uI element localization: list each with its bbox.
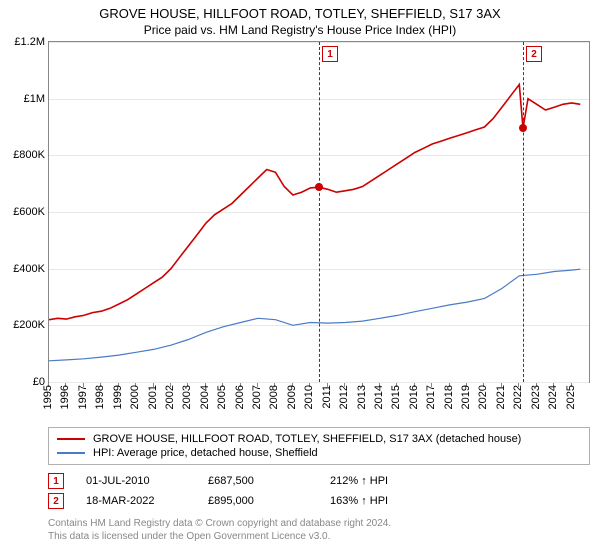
x-axis-label: 2020 — [477, 385, 489, 409]
legend-swatch — [57, 452, 85, 454]
x-axis-label: 2011 — [321, 385, 333, 409]
x-axis-label: 1996 — [59, 385, 71, 409]
x-axis-label: 2018 — [443, 385, 455, 409]
x-axis-label: 1998 — [94, 385, 106, 409]
event-line — [319, 42, 320, 382]
x-axis-label: 2004 — [199, 385, 211, 409]
x-axis-label: 2013 — [356, 385, 368, 409]
event-index-box: 2 — [526, 46, 542, 62]
x-axis-label: 2006 — [234, 385, 246, 409]
x-axis-label: 2005 — [216, 385, 228, 409]
marker-table: 1 01-JUL-2010 £687,500 212% ↑ HPI 2 18-M… — [48, 471, 590, 511]
x-axis-label: 2015 — [390, 385, 402, 409]
x-axis-label: 2016 — [408, 385, 420, 409]
footer: Contains HM Land Registry data © Crown c… — [48, 517, 590, 543]
marker-pct: 163% ↑ HPI — [330, 495, 430, 507]
series-line-hpi — [49, 269, 580, 361]
legend-label: GROVE HOUSE, HILLFOOT ROAD, TOTLEY, SHEF… — [93, 433, 521, 445]
x-axis-label: 2002 — [164, 385, 176, 409]
footer-line1: Contains HM Land Registry data © Crown c… — [48, 517, 590, 530]
marker-index-box: 1 — [48, 473, 64, 489]
x-axis-label: 1997 — [77, 385, 89, 409]
x-axis-label: 2009 — [286, 385, 298, 409]
marker-price: £687,500 — [208, 475, 308, 487]
x-axis-label: 2001 — [147, 385, 159, 409]
marker-date: 18-MAR-2022 — [86, 495, 186, 507]
marker-pct: 212% ↑ HPI — [330, 475, 430, 487]
legend-swatch — [57, 438, 85, 440]
event-index-box: 1 — [322, 46, 338, 62]
x-axis-label: 2007 — [251, 385, 263, 409]
legend-item: GROVE HOUSE, HILLFOOT ROAD, TOTLEY, SHEF… — [57, 432, 581, 446]
x-axis-label: 2010 — [303, 385, 315, 409]
x-axis-label: 2012 — [338, 385, 350, 409]
x-axis-label: 2000 — [129, 385, 141, 409]
marker-index-box: 2 — [48, 493, 64, 509]
marker-date: 01-JUL-2010 — [86, 475, 186, 487]
event-dot — [315, 183, 323, 191]
x-axis-label: 2024 — [547, 385, 559, 409]
marker-price: £895,000 — [208, 495, 308, 507]
event-line — [523, 42, 524, 382]
x-axis-label: 2022 — [512, 385, 524, 409]
x-axis-label: 2019 — [460, 385, 472, 409]
footer-line2: This data is licensed under the Open Gov… — [48, 530, 590, 543]
y-axis-label: £400K — [13, 263, 45, 275]
x-axis-label: 2017 — [425, 385, 437, 409]
series-line-property — [49, 85, 580, 320]
y-axis-label: £600K — [13, 206, 45, 218]
legend-item: HPI: Average price, detached house, Shef… — [57, 446, 581, 460]
y-axis-label: £200K — [13, 319, 45, 331]
x-axis-label: 2003 — [181, 385, 193, 409]
x-axis-label: 2008 — [268, 385, 280, 409]
chart-x-axis: 1995199619971998199920002001200220032004… — [48, 383, 590, 421]
chart-title-line2: Price paid vs. HM Land Registry's House … — [0, 21, 600, 41]
legend-label: HPI: Average price, detached house, Shef… — [93, 447, 318, 459]
legend: GROVE HOUSE, HILLFOOT ROAD, TOTLEY, SHEF… — [48, 427, 590, 465]
chart-title-line1: GROVE HOUSE, HILLFOOT ROAD, TOTLEY, SHEF… — [0, 0, 600, 21]
y-axis-label: £800K — [13, 149, 45, 161]
x-axis-label: 2021 — [495, 385, 507, 409]
event-dot — [519, 124, 527, 132]
marker-row: 2 18-MAR-2022 £895,000 163% ↑ HPI — [48, 491, 590, 511]
chart-plot-area: £0£200K£400K£600K£800K£1M£1.2M12 — [48, 41, 590, 383]
x-axis-label: 2023 — [530, 385, 542, 409]
x-axis-label: 2014 — [373, 385, 385, 409]
x-axis-label: 2025 — [565, 385, 577, 409]
y-axis-label: £1M — [24, 93, 45, 105]
x-axis-label: 1995 — [42, 385, 54, 409]
marker-row: 1 01-JUL-2010 £687,500 212% ↑ HPI — [48, 471, 590, 491]
y-axis-label: £1.2M — [14, 36, 45, 48]
x-axis-label: 1999 — [112, 385, 124, 409]
